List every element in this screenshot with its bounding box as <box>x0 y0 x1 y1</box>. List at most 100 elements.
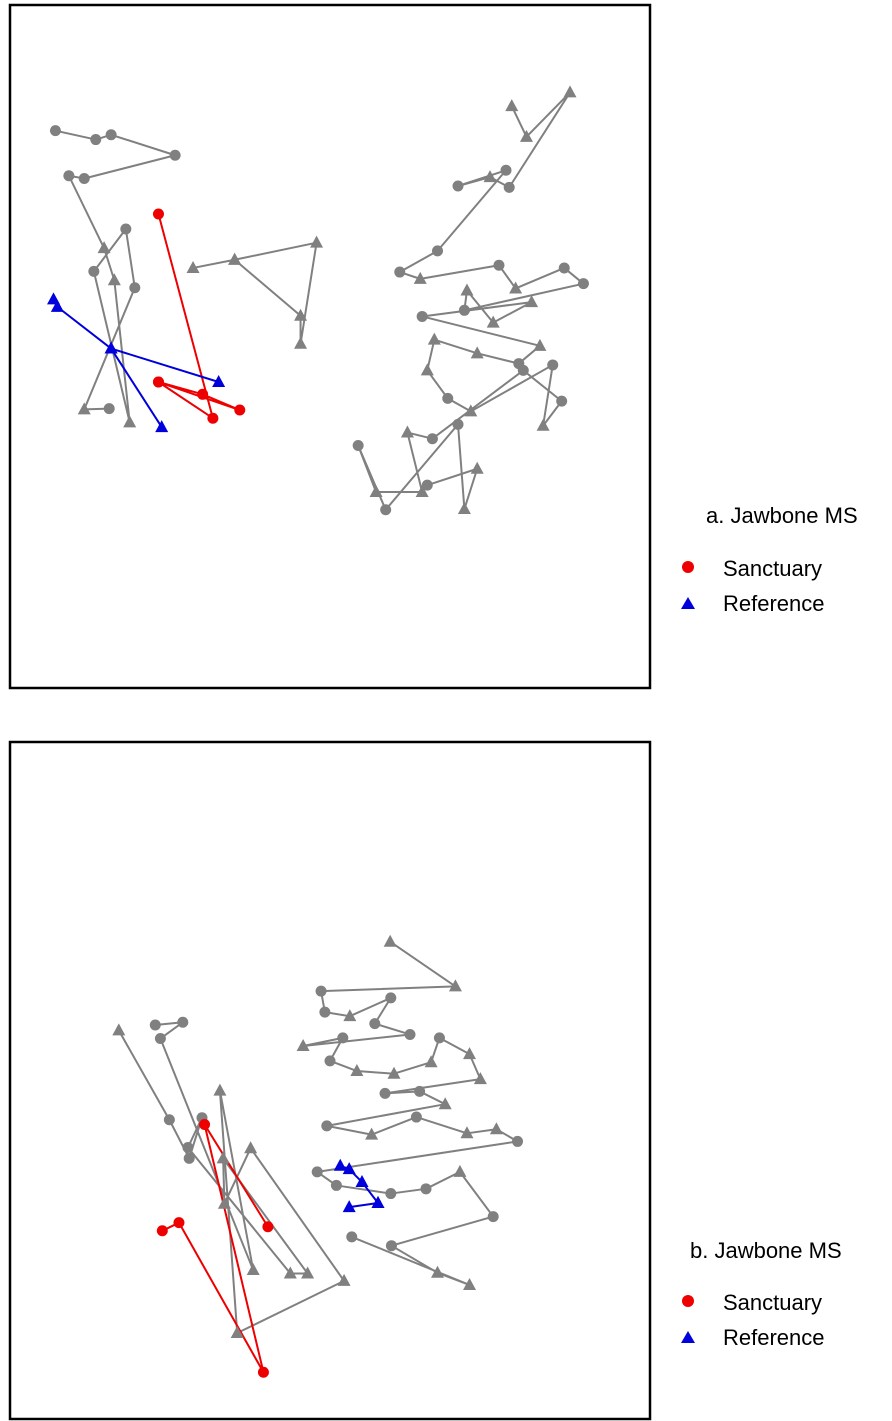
data-point-b-3-0 <box>383 934 397 947</box>
data-point-b-3-22 <box>410 1111 422 1123</box>
data-point-a-2-11 <box>129 282 141 294</box>
data-point-a-0-1 <box>207 412 219 424</box>
data-point-a-0-4 <box>197 388 209 400</box>
series-line-a-1 <box>52 298 219 429</box>
data-point-b-3-10 <box>324 1055 336 1067</box>
legend-sanctuary-label-b: Sanctuary <box>723 1290 822 1315</box>
legend-sanctuary-label-a: Sanctuary <box>723 556 822 581</box>
data-point-a-4-5 <box>452 180 464 192</box>
data-point-b-3-17 <box>379 1087 391 1099</box>
data-point-b-3-15 <box>463 1047 477 1060</box>
data-point-a-4-37 <box>457 502 471 515</box>
plot-frame-a <box>8 3 652 690</box>
data-point-b-3-35 <box>346 1231 358 1243</box>
panel-a: a. Jawbone MS Sanctuary Reference <box>8 3 858 690</box>
data-point-b-2-7 <box>216 1151 230 1164</box>
data-point-a-4-0 <box>505 99 519 112</box>
data-point-b-0-3 <box>199 1119 211 1131</box>
data-point-a-4-32 <box>415 484 429 497</box>
series-line-a-3 <box>192 241 318 345</box>
data-point-b-3-1 <box>448 979 462 992</box>
data-point-a-4-34 <box>352 440 364 452</box>
data-point-b-3-8 <box>296 1038 310 1051</box>
data-point-b-3-23 <box>460 1126 474 1139</box>
data-point-a-4-1 <box>519 129 533 142</box>
data-point-b-3-9 <box>337 1032 349 1044</box>
legend-reference-marker-b <box>681 1331 695 1343</box>
data-point-a-1-4 <box>104 341 118 354</box>
data-point-b-1-0 <box>333 1158 347 1171</box>
data-point-a-2-2 <box>105 129 117 141</box>
data-point-b-3-32 <box>385 1240 397 1252</box>
data-point-a-4-30 <box>426 433 438 445</box>
data-point-b-0-2 <box>257 1366 269 1378</box>
data-point-b-3-26 <box>311 1166 323 1178</box>
data-point-a-2-12 <box>77 402 91 415</box>
data-point-a-4-19 <box>533 338 547 351</box>
data-point-b-3-3 <box>319 1006 331 1018</box>
data-point-a-4-6 <box>500 164 512 176</box>
data-point-a-2-7 <box>107 273 121 286</box>
data-point-b-2-2 <box>183 1152 195 1164</box>
series-line-b-2 <box>117 1021 346 1335</box>
data-point-b-3-28 <box>385 1188 397 1200</box>
plot-frame-b <box>8 740 652 1421</box>
data-point-a-4-7 <box>432 245 444 257</box>
data-point-b-2-16 <box>149 1019 161 1031</box>
data-point-b-3-11 <box>350 1064 364 1077</box>
series-line-a-2 <box>55 129 177 424</box>
data-point-a-4-29 <box>517 364 529 376</box>
legend-a: a. Jawbone MS Sanctuary Reference <box>681 503 858 616</box>
data-point-b-3-5 <box>385 992 397 1004</box>
data-point-a-4-11 <box>509 281 523 294</box>
data-point-b-3-4 <box>343 1009 357 1022</box>
data-point-b-2-4 <box>182 1142 194 1154</box>
data-point-b-3-27 <box>330 1179 342 1191</box>
data-point-b-2-14 <box>154 1033 166 1045</box>
data-point-a-4-17 <box>525 295 539 308</box>
data-point-b-2-0 <box>112 1023 126 1036</box>
data-point-b-3-33 <box>431 1265 445 1278</box>
data-point-a-4-24 <box>442 392 454 404</box>
data-point-b-2-9 <box>244 1141 258 1154</box>
data-point-a-2-10 <box>120 223 132 235</box>
legend-reference-marker-a <box>681 597 695 609</box>
data-point-a-4-14 <box>458 304 470 316</box>
data-point-a-4-8 <box>394 266 406 278</box>
data-point-b-2-1 <box>163 1114 175 1126</box>
data-point-b-1-5 <box>371 1196 385 1209</box>
panel-b: b. Jawbone MS Sanctuary Reference <box>8 740 842 1421</box>
data-point-a-3-0 <box>186 260 200 273</box>
data-point-b-2-5 <box>283 1266 297 1279</box>
series-lines-a <box>52 91 585 511</box>
data-point-a-3-3 <box>294 336 308 349</box>
data-point-b-1-4 <box>342 1200 356 1213</box>
data-point-a-2-9 <box>88 265 100 277</box>
data-point-b-3-25 <box>512 1135 524 1147</box>
data-point-a-4-33 <box>369 484 383 497</box>
series-line-b-0 <box>161 1123 269 1374</box>
data-point-a-2-4 <box>78 172 90 184</box>
data-point-b-2-6 <box>301 1266 315 1279</box>
data-point-a-2-8 <box>123 415 137 428</box>
data-point-b-3-24 <box>489 1122 503 1135</box>
data-point-a-4-35 <box>380 504 392 516</box>
data-point-a-1-3 <box>155 420 169 433</box>
data-point-a-4-39 <box>421 479 433 491</box>
data-point-a-0-0 <box>152 208 164 220</box>
data-point-a-4-28 <box>556 395 568 407</box>
data-point-b-3-2 <box>315 985 327 997</box>
data-point-b-3-31 <box>487 1211 499 1223</box>
data-point-b-1-1 <box>342 1162 356 1175</box>
data-point-b-2-15 <box>177 1016 189 1028</box>
data-point-a-3-5 <box>228 252 242 265</box>
data-point-b-3-7 <box>404 1028 416 1040</box>
data-point-b-3-14 <box>433 1032 445 1044</box>
data-point-a-1-1 <box>50 299 64 312</box>
data-point-b-3-12 <box>387 1066 401 1079</box>
data-point-b-3-13 <box>424 1055 438 1068</box>
data-point-a-4-38 <box>470 461 484 474</box>
series-markers-a <box>47 85 589 516</box>
data-point-a-2-13 <box>103 403 115 415</box>
data-point-b-3-21 <box>365 1127 379 1140</box>
